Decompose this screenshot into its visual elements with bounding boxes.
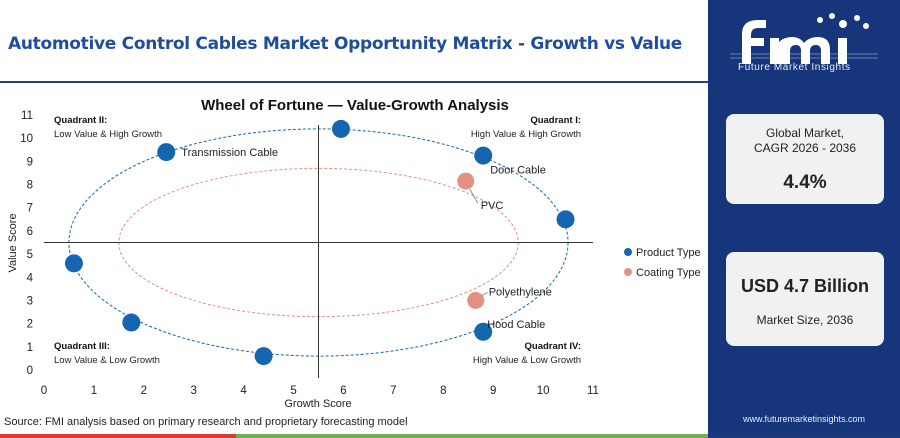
y-tick-label: 9 — [27, 156, 33, 168]
quadrant-description: Low Value & Low Growth — [54, 355, 160, 366]
source-note: Source: FMI analysis based on primary re… — [4, 416, 408, 428]
product-type-point — [157, 143, 176, 162]
y-tick-label: 6 — [27, 226, 33, 238]
x-axis-label: Growth Score — [284, 398, 351, 410]
product-type-point — [64, 254, 83, 273]
bottom-color-bar — [0, 434, 900, 438]
x-tick-label: 7 — [390, 385, 396, 397]
y-tick-label: 5 — [27, 249, 33, 261]
y-tick-label: 7 — [27, 203, 33, 215]
cagr-label: Global Market, CAGR 2026 - 2036 — [753, 126, 857, 155]
y-tick-label: 1 — [27, 342, 33, 354]
y-tick-label: 8 — [27, 180, 33, 192]
title-divider — [0, 81, 708, 83]
quadrant-description: High Value & High Growth — [471, 129, 581, 140]
quadrant-title: Quadrant III: — [54, 341, 110, 352]
opportunity-matrix-chart: Wheel of Fortune — Value-Growth Analysis… — [7, 97, 701, 410]
legend-marker — [624, 268, 632, 276]
product-type-point — [122, 313, 141, 332]
product-point-label: Door Cable — [490, 165, 546, 177]
bottom-bar-navy — [708, 434, 900, 438]
quadrant-title: Quadrant II: — [54, 115, 107, 126]
x-tick-label: 9 — [490, 385, 496, 397]
quadrant-title: Quadrant IV: — [525, 341, 581, 352]
chart-title: Wheel of Fortune — Value-Growth Analysis — [201, 97, 509, 114]
x-tick-label: 11 — [587, 385, 599, 397]
cagr-value: 4.4% — [783, 172, 827, 193]
sidebar: Future Market Insights Global Market, CAG… — [708, 0, 900, 434]
main-panel: Automotive Control Cables Market Opportu… — [0, 34, 708, 428]
product-point-label: Transmission Cable — [181, 147, 278, 159]
x-tick-label: 6 — [340, 385, 346, 397]
y-tick-label: 2 — [27, 319, 33, 331]
coating-point-label: PVC — [481, 200, 504, 212]
product-type-point — [254, 347, 273, 366]
x-tick-label: 1 — [91, 385, 97, 397]
product-type-point — [474, 322, 493, 341]
quadrant-description: Low Value & High Growth — [54, 129, 162, 140]
product-type-point — [331, 119, 350, 138]
coating-type-point — [457, 172, 475, 190]
y-tick-label: 4 — [27, 272, 34, 284]
quadrant-description: High Value & Low Growth — [473, 355, 581, 366]
bottom-bar-green — [236, 434, 708, 438]
quadrant-title: Quadrant I: — [530, 115, 581, 126]
x-tick-label: 2 — [141, 385, 147, 397]
y-axis-label: Value Score — [7, 213, 19, 272]
website-link[interactable]: www.futuremarketinsights.com — [742, 414, 866, 424]
pvc-leader-line — [469, 188, 479, 204]
cagr-card: Global Market, CAGR 2026 - 2036 4.4% — [726, 114, 884, 204]
market-size-card: USD 4.7 Billion Market Size, 2036 — [726, 252, 884, 346]
y-tick-label: 0 — [27, 365, 33, 377]
page-title: Automotive Control Cables Market Opportu… — [8, 34, 683, 54]
coating-type-point — [467, 291, 485, 309]
x-tick-label: 0 — [41, 385, 47, 397]
market-size-label: Market Size, 2036 — [756, 313, 854, 327]
logo-caption: Future Market Insights — [738, 62, 851, 73]
polyethylene-leader-line — [481, 292, 488, 296]
x-tick-label: 3 — [191, 385, 197, 397]
product-type-point — [556, 210, 575, 229]
y-tick-label: 10 — [20, 133, 33, 145]
product-point-label: Hood Cable — [487, 319, 545, 331]
y-tick-label: 3 — [27, 295, 33, 307]
fmi-logo — [730, 13, 878, 64]
legend-marker — [624, 248, 632, 256]
x-tick-label: 4 — [240, 385, 247, 397]
coating-point-label: Polyethylene — [489, 286, 552, 298]
x-tick-label: 5 — [290, 385, 296, 397]
x-tick-label: 8 — [440, 385, 446, 397]
legend-label: Product Type — [636, 247, 701, 259]
x-tick-label: 10 — [537, 385, 550, 397]
product-type-point — [474, 146, 493, 165]
market-size-value: USD 4.7 Billion — [740, 276, 870, 296]
legend-label: Coating Type — [636, 267, 701, 279]
y-tick-label: 11 — [21, 110, 33, 122]
